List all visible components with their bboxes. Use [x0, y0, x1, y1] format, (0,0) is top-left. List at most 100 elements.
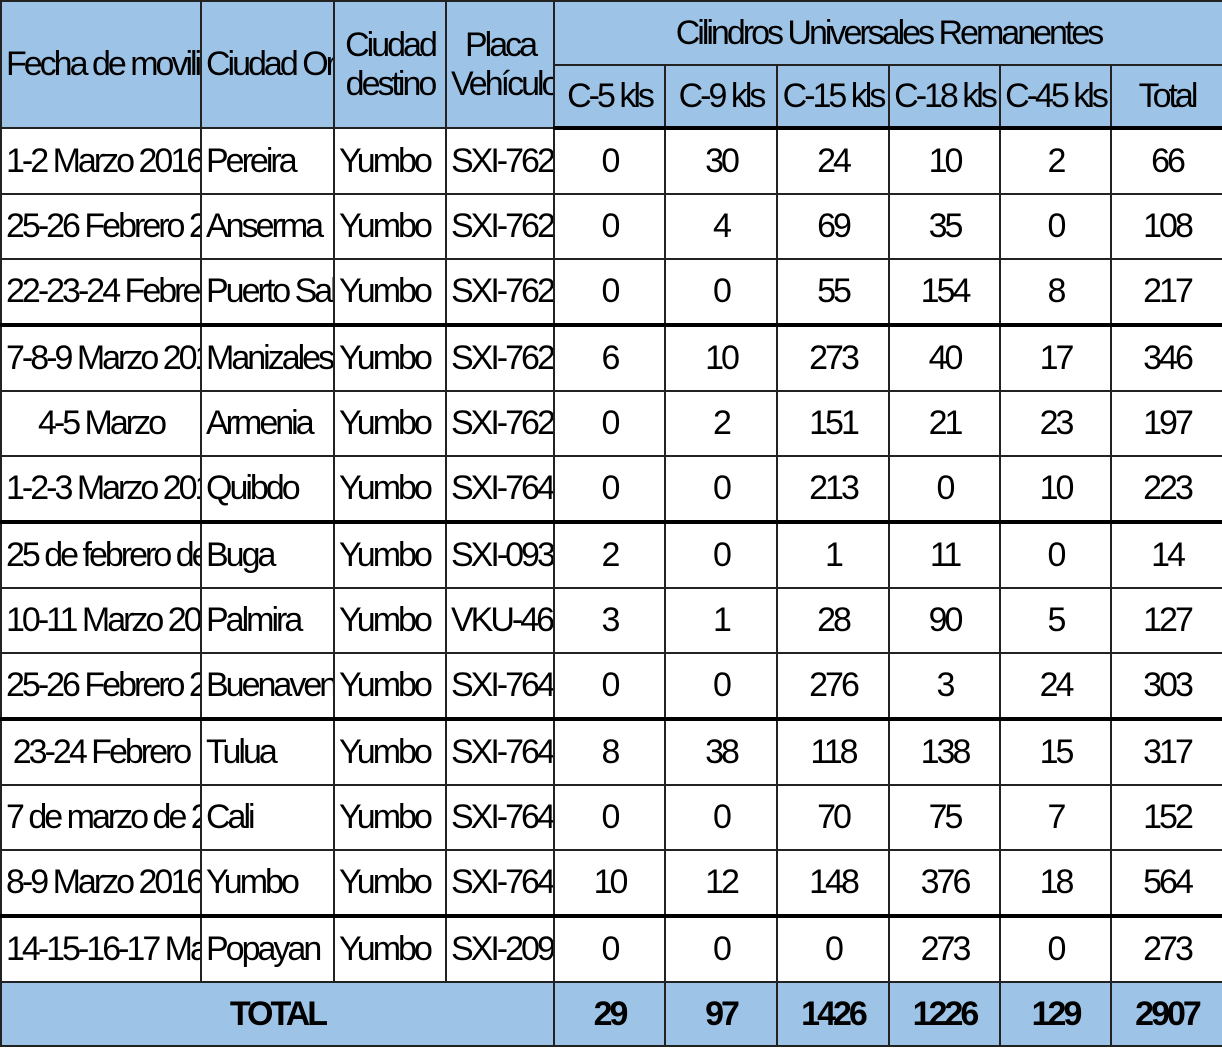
table-cell: SXI-764 [445, 718, 555, 786]
total-cell: 129 [999, 981, 1112, 1047]
header-cell: Fecha de movilización [0, 0, 202, 129]
subheader-cell: Total [1110, 64, 1222, 130]
table-cell: 273 [888, 915, 1001, 983]
table-cell: 40 [888, 324, 1001, 392]
table-cell: Popayan [200, 915, 335, 983]
table-cell: Pereira [200, 127, 335, 195]
table-cell: 273 [776, 324, 890, 392]
table-cell: 276 [776, 652, 890, 721]
header-group: Cilindros Universales Remanentes [553, 0, 1222, 66]
table-cell: 23-24 Febrero [0, 718, 202, 786]
table-cell: SXI-093 [445, 521, 555, 589]
subheader-cell: C-9 kls [664, 64, 778, 130]
table-cell: 8 [553, 718, 666, 786]
table-cell: 28 [776, 587, 890, 654]
table-cell: 75 [888, 784, 1001, 851]
table-cell: SXI-762 [445, 127, 555, 195]
table-cell: 66 [1110, 127, 1222, 195]
table-cell: 55 [776, 258, 890, 327]
table-cell: Yumbo [200, 849, 335, 918]
table-cell: SXI-762 [445, 324, 555, 392]
table-cell: 0 [888, 455, 1001, 524]
table-cell: 24 [776, 127, 890, 195]
table-cell: Armenia [200, 390, 335, 457]
table-cell: Tulua [200, 718, 335, 786]
table-cell: 0 [664, 915, 778, 983]
table-cell: 0 [553, 455, 666, 524]
table-cell: SXI-764 [445, 849, 555, 918]
table-cell: 7 [999, 784, 1112, 851]
table-cell: Yumbo [333, 587, 447, 654]
table-cell: SXI-764 [445, 652, 555, 721]
table-cell: Cali [200, 784, 335, 851]
table-cell: 2 [553, 521, 666, 589]
table-cell: 25-26 Febrero 2016 [0, 652, 202, 721]
table-row: 7-8-9 Marzo 2016ManizalesYumboSXI-762610… [0, 324, 1222, 392]
table-cell: 4-5 Marzo [0, 390, 202, 457]
table-cell: 0 [553, 915, 666, 983]
table-row: 1-2 Marzo 2016 Pereira Yumbo SXI-762 0 30 24 10… [0, 127, 1222, 195]
table-cell: 154 [888, 258, 1001, 327]
header-cell: Ciudad destino [333, 0, 447, 129]
table-row: 7 de marzo de 2016CaliYumboSXI-764007075… [0, 784, 1222, 851]
table-cell: 152 [1110, 784, 1222, 851]
table-cell: Yumbo [333, 193, 447, 260]
table-cell: SXI-762 [445, 193, 555, 260]
total-cell: 1426 [776, 981, 890, 1047]
table-row: 25-26 Febrero 2016BuenaventuraYumboSXI-7… [0, 652, 1222, 721]
table-cell: 151 [776, 390, 890, 457]
table-row: 25 de febrero de 2016BugaYumboSXI-093201… [0, 521, 1222, 589]
table-row: 4-5 Marzo Armenia Yumbo SXI-762 0 2 151 21 23 197 [0, 390, 1222, 457]
table-cell: 0 [553, 390, 666, 457]
table-cell: 6 [553, 324, 666, 392]
table-cell: 0 [999, 915, 1112, 983]
table-row: 8-9 Marzo 2016 Yumbo Yumbo SXI-764 10 12 148 37… [0, 849, 1222, 918]
subheader-cell: C-15 kls [776, 64, 890, 130]
total-cell: 2907 [1110, 981, 1222, 1047]
table-cell: Anserma [200, 193, 335, 260]
table-cell: 1-2-3 Marzo 2016 [0, 455, 202, 524]
table-cell: 22-23-24 Febrero 2016 [0, 258, 202, 327]
table-cell: Buenaventura [200, 652, 335, 721]
table-cell: 197 [1110, 390, 1222, 457]
table-cell: 303 [1110, 652, 1222, 721]
table-cell: 25 de febrero de 2016 [0, 521, 202, 589]
total-cell: 97 [664, 981, 778, 1047]
table-row: 10-11 Marzo 2016PalmiraYumboVKU-46331289… [0, 587, 1222, 654]
table-cell: SXI-762 [445, 390, 555, 457]
table-cell: 1-2 Marzo 2016 [0, 127, 202, 195]
table-cell: 38 [664, 718, 778, 786]
table-cell: 0 [664, 784, 778, 851]
table-cell: 35 [888, 193, 1001, 260]
table-cell: 5 [999, 587, 1112, 654]
table-cell: 0 [664, 258, 778, 327]
table-cell: Yumbo [333, 915, 447, 983]
subheader-cell: C-18 kls [888, 64, 1001, 130]
table-cell: 118 [776, 718, 890, 786]
table-cell: Yumbo [333, 258, 447, 327]
subheader-cell: C-45 kls [999, 64, 1112, 130]
table-cell: 69 [776, 193, 890, 260]
table-cell: 108 [1110, 193, 1222, 260]
table-cell: 317 [1110, 718, 1222, 786]
table-cell: 12 [664, 849, 778, 918]
subheader-cell: C-5 kls [553, 64, 666, 130]
table-cell: Yumbo [333, 718, 447, 786]
table-cell: 213 [776, 455, 890, 524]
table-row: 23-24 Febrero Tulua Yumbo SXI-764 8 38 118 138 1… [0, 718, 1222, 786]
table-cell: Yumbo [333, 390, 447, 457]
table-cell: 7-8-9 Marzo 2016 [0, 324, 202, 392]
table-cell: SXI-209 [445, 915, 555, 983]
table-cell: 223 [1110, 455, 1222, 524]
table-cell: 8-9 Marzo 2016 [0, 849, 202, 918]
table-cell: 3 [553, 587, 666, 654]
table-cell: 10 [664, 324, 778, 392]
table-cell: 564 [1110, 849, 1222, 918]
table-cell: 2 [999, 127, 1112, 195]
table-cell: 21 [888, 390, 1001, 457]
table-cell: 376 [888, 849, 1001, 918]
table-cell: 10 [553, 849, 666, 918]
total-label: TOTAL [0, 981, 555, 1047]
